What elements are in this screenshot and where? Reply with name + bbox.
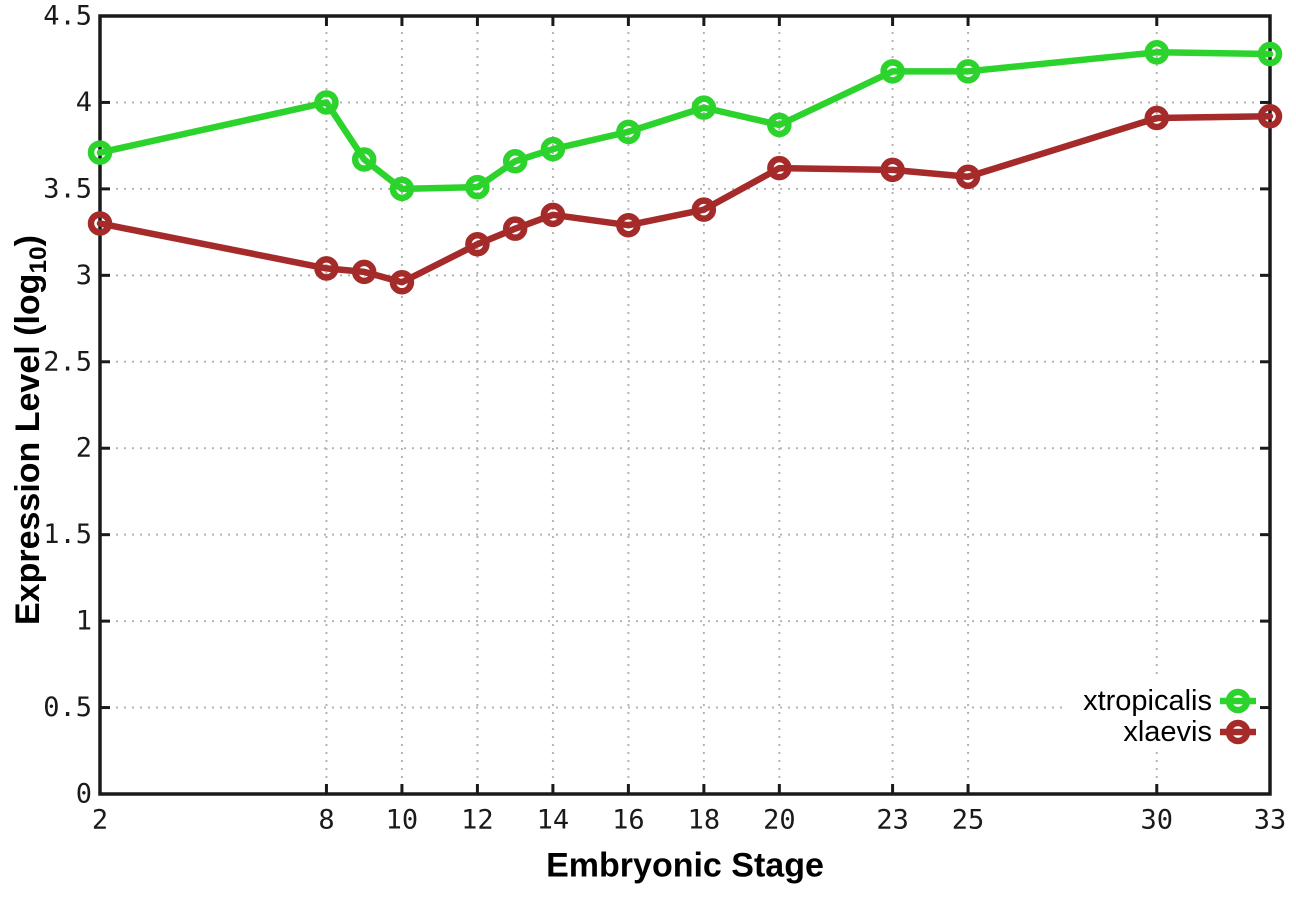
y-tick-label-0.5: 0.5 (43, 692, 92, 723)
legend-samples (1220, 688, 1256, 745)
series-xtropicalis-marker-stage-30 (1144, 40, 1170, 65)
series-xlaevis-marker-stage-14 (540, 202, 566, 228)
series-xtropicalis-line (96, 49, 1274, 193)
legend-sample-xtropicalis-marker (1225, 688, 1251, 714)
y-tick-label-4.5: 4.5 (43, 1, 92, 32)
x-tick-label-30: 30 (1141, 805, 1174, 836)
x-tick-label-10: 10 (386, 805, 419, 836)
legend-label-xlaevis: xlaevis (1123, 716, 1212, 748)
x-tick-label-23: 23 (876, 805, 909, 836)
series-xtropicalis-marker-stage-9 (351, 147, 377, 172)
x-tick-label-20: 20 (763, 805, 796, 836)
series-xlaevis-marker-stage-20 (767, 155, 792, 181)
x-tick-label-25: 25 (952, 805, 985, 836)
y-axis-title-close: ) (9, 235, 48, 247)
x-tick-label-33: 33 (1254, 805, 1287, 836)
series-xtropicalis-marker-stage-10 (389, 176, 415, 202)
legend: xtropicalis xlaevis (1083, 685, 1256, 748)
series-xlaevis-marker-stage-23 (880, 157, 905, 183)
series-xtropicalis-marker-stage-20 (767, 112, 792, 138)
series-xtropicalis-marker-stage-33 (1257, 41, 1283, 67)
series-xlaevis-marker-stage-12 (465, 231, 490, 257)
x-tick-label-16: 16 (612, 805, 645, 836)
series-xtropicalis-marker-stage-18 (691, 95, 717, 120)
y-axis-title-subscript: 10 (24, 246, 52, 274)
series-xlaevis-marker-stage-16 (616, 212, 641, 238)
series-xtropicalis-marker-stage-16 (616, 119, 641, 145)
y-axis-title: Expression Level (log10) (9, 235, 53, 625)
series-xlaevis-marker-stage-18 (691, 197, 717, 222)
series-xtropicalis-marker-stage-25 (955, 59, 981, 84)
y-tick-label-3: 3 (76, 260, 92, 291)
y-tick-label-4: 4 (76, 87, 92, 118)
x-tick-label-8: 8 (318, 805, 334, 836)
axes (98, 14, 1272, 796)
series-xtropicalis-marker-stage-2 (87, 140, 113, 165)
series-xlaevis-marker-stage-33 (1257, 104, 1283, 129)
x-tick-label-2: 2 (92, 805, 108, 836)
series-xtropicalis-marker-stage-12 (465, 174, 490, 200)
series-xlaevis-marker-stage-25 (955, 164, 981, 190)
y-tick-label-3.5: 3.5 (43, 173, 92, 204)
y-tick-label-2: 2 (76, 433, 92, 464)
series-xtropicalis-marker-stage-23 (880, 59, 905, 84)
y-tick-label-0: 0 (76, 779, 92, 810)
series-xlaevis-marker-stage-9 (351, 259, 377, 285)
series-xlaevis-marker-stage-8 (314, 256, 339, 281)
data-series (87, 40, 1283, 295)
y-axis-title-text: Expression Level (log (9, 273, 48, 625)
legend-label-xtropicalis: xtropicalis (1083, 685, 1212, 717)
legend-backdrop (1062, 678, 1258, 750)
gridlines (99, 15, 1271, 795)
x-axis-title: Embryonic Stage (546, 847, 824, 886)
y-tick-label-1.5: 1.5 (43, 519, 92, 550)
legend-sample-xlaevis-marker (1225, 719, 1251, 745)
legend-background (1062, 678, 1258, 750)
x-tick-label-14: 14 (537, 805, 570, 836)
series-xlaevis-marker-stage-13 (502, 216, 528, 241)
x-tick-label-12: 12 (461, 805, 494, 836)
x-tick-label-18: 18 (688, 805, 721, 836)
tick-labels: 2 8 10 12 14 16 18 20 23 25 30 33 0 0.5 1 1.5 2 2.5 3 3.5 4 4… (43, 1, 1286, 836)
series-xtropicalis-marker-stage-8 (314, 90, 339, 115)
x-axis-title-text: Embryonic Stage (546, 846, 824, 885)
plot-border (98, 14, 1272, 796)
series-xlaevis-marker-stage-2 (87, 211, 113, 236)
series-xlaevis-line (96, 113, 1274, 286)
series-xlaevis-marker-stage-10 (389, 269, 415, 295)
series-xlaevis-marker-stage-30 (1144, 105, 1170, 131)
y-tick-label-2.5: 2.5 (43, 346, 92, 377)
series-xtropicalis-marker-stage-14 (540, 136, 566, 162)
y-tick-label-1: 1 (76, 606, 92, 637)
series-xtropicalis-marker-stage-13 (502, 148, 528, 174)
